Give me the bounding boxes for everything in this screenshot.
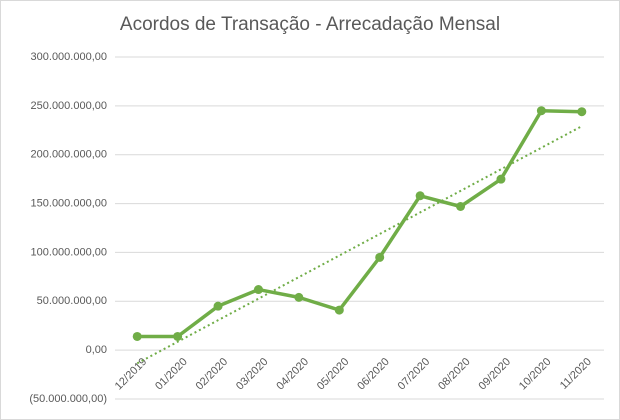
y-tick-label: 300.000.000,00 (31, 51, 107, 63)
data-point (415, 191, 425, 201)
data-point (496, 174, 506, 184)
trendline (136, 125, 583, 365)
data-point (456, 202, 466, 212)
data-point (213, 301, 223, 311)
data-point (173, 331, 183, 341)
data-point (577, 107, 587, 117)
y-tick-label: 50.000.000,00 (37, 295, 107, 307)
data-line (137, 108, 582, 339)
y-tick-label: 100.000.000,00 (31, 246, 107, 258)
y-tick-label: 250.000.000,00 (31, 100, 107, 112)
data-point (132, 331, 142, 341)
data-point (536, 106, 546, 116)
data-point (294, 292, 304, 302)
y-tick-label: 200.000.000,00 (31, 149, 107, 161)
chart-title: Acordos de Transação - Arrecadação Mensa… (120, 14, 500, 35)
y-tick-label: 150.000.000,00 (31, 197, 107, 209)
y-tick-label: (50.000.000,00) (29, 393, 107, 405)
data-point (375, 252, 385, 262)
data-point (334, 305, 344, 315)
y-tick-label: 0,00 (86, 344, 107, 356)
data-point (253, 285, 263, 295)
